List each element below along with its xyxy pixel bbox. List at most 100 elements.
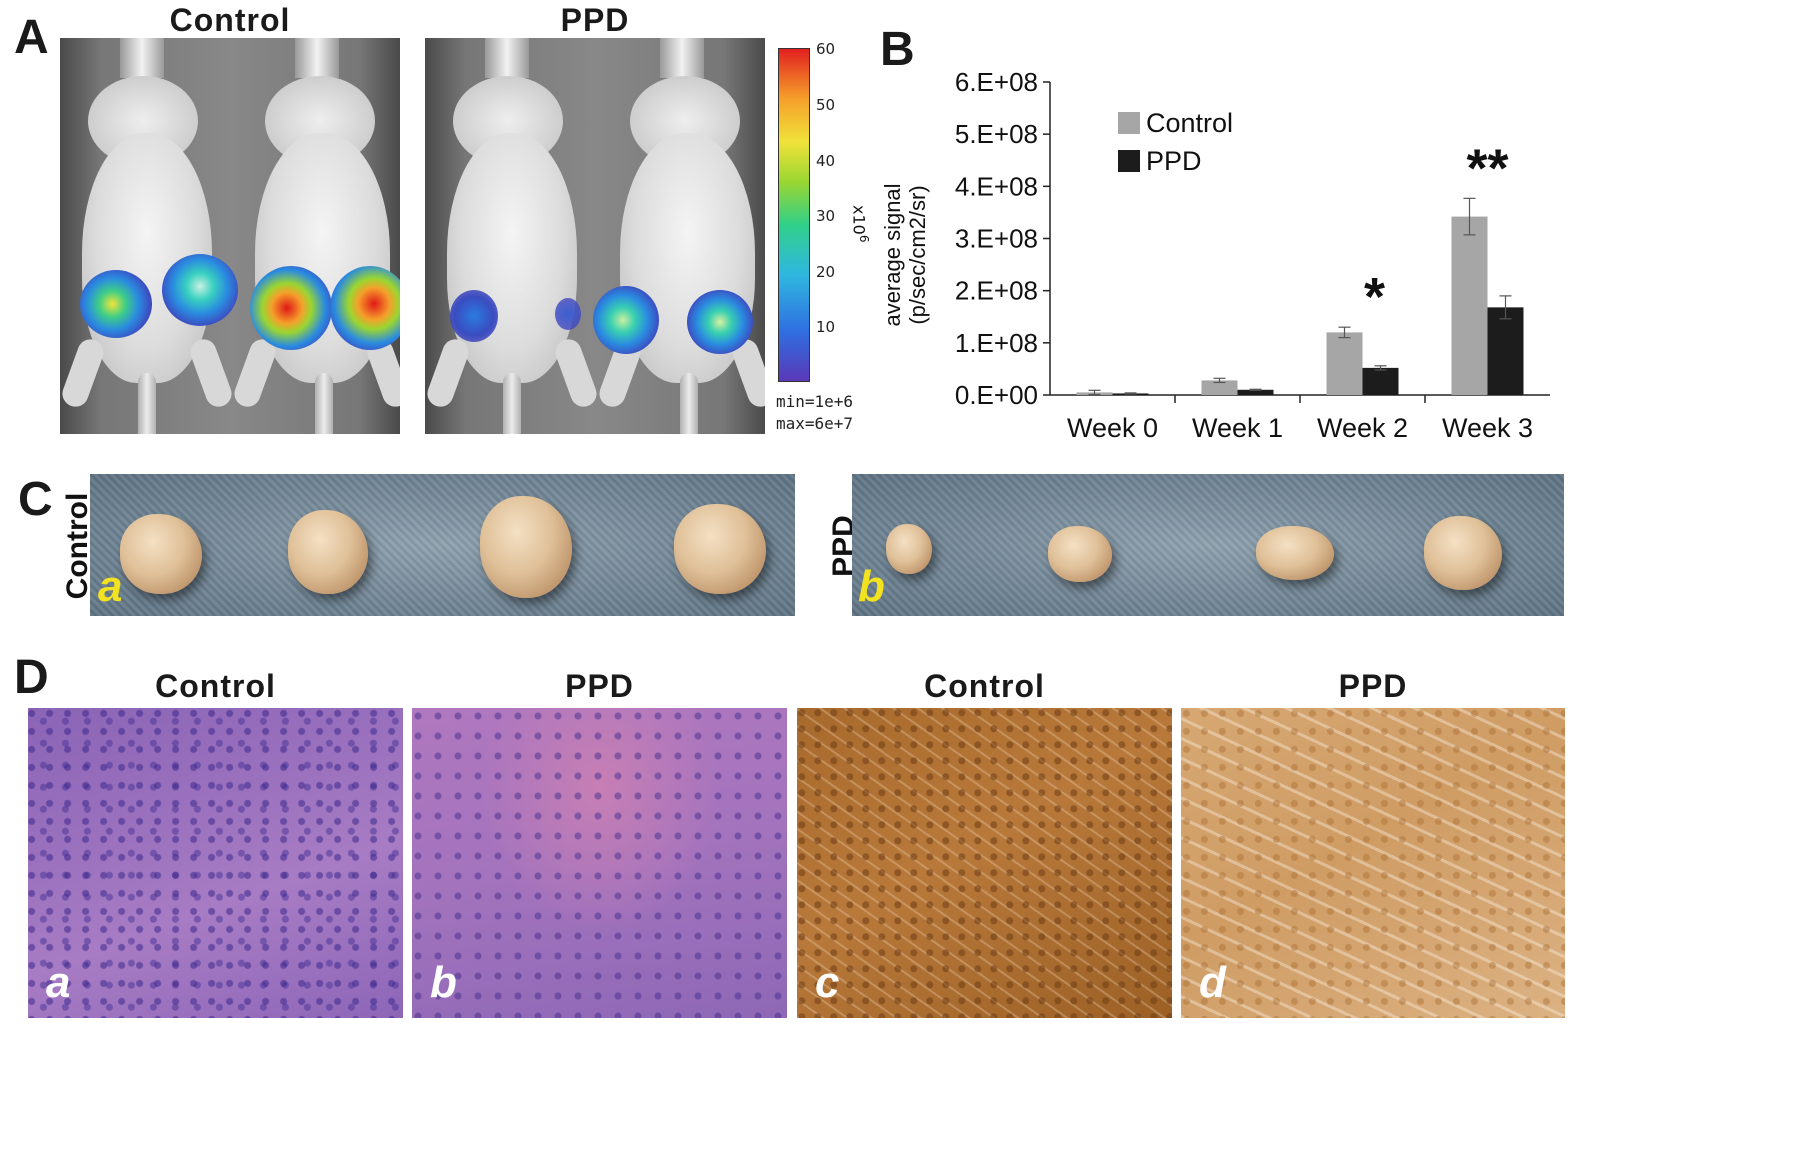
mouse-tail bbox=[138, 373, 156, 434]
colorbar-tick: 30 bbox=[816, 207, 836, 225]
legend-label: PPD bbox=[1146, 146, 1202, 176]
signal-spot bbox=[330, 266, 400, 350]
y-axis-label-line1: average signal bbox=[880, 183, 905, 326]
panel-d-sub-c: c bbox=[815, 958, 840, 1007]
signal-spot bbox=[593, 286, 659, 354]
legend-swatch bbox=[1118, 150, 1140, 172]
mouse-tail bbox=[315, 373, 333, 434]
colorbar-tick: 10 bbox=[816, 318, 836, 336]
mouse-leg bbox=[230, 335, 280, 411]
significance-marker: * bbox=[1364, 267, 1385, 327]
panel-a-title-ppd: PPD bbox=[560, 2, 630, 38]
ppd-ihc-stain-image: d bbox=[1181, 708, 1565, 1018]
error-bar bbox=[1249, 388, 1262, 391]
error-bar bbox=[1213, 377, 1226, 384]
chart-bars bbox=[1076, 197, 1524, 396]
y-axis-label: average signal (p/sec/cm2/sr) bbox=[880, 183, 930, 326]
tumor bbox=[886, 524, 932, 574]
error-bar bbox=[1124, 392, 1137, 395]
panel-d-title-c: Control bbox=[924, 668, 1045, 704]
colorbar-min: min=1e+6 bbox=[776, 392, 854, 411]
control-tumor-photo: a bbox=[90, 474, 795, 616]
control-ihc-stain-image: c bbox=[797, 708, 1172, 1018]
panel-d-letter: D bbox=[14, 651, 49, 704]
y-tick-label: 4.E+08 bbox=[955, 171, 1038, 201]
signal-spot bbox=[555, 298, 581, 330]
panel-c-letter: C bbox=[18, 473, 53, 526]
bar-ppd bbox=[1362, 367, 1399, 395]
panel-b-letter: B bbox=[880, 23, 915, 76]
ppd-bioluminescence-image bbox=[425, 38, 765, 434]
colorbar-unit: x106 bbox=[841, 205, 871, 245]
mouse-leg bbox=[425, 335, 473, 411]
colorbar-tick: 20 bbox=[816, 263, 836, 281]
colorbar-unit-exponent: 6 bbox=[857, 234, 871, 243]
panel-c-sub-b: b bbox=[858, 562, 885, 611]
mouse-leg bbox=[60, 335, 108, 411]
panel-d-sub-b: b bbox=[430, 958, 457, 1007]
y-axis-label-line2: (p/sec/cm2/sr) bbox=[905, 185, 930, 324]
y-tick-label: 6.E+08 bbox=[955, 67, 1038, 97]
chart-legend: Control PPD bbox=[1118, 108, 1233, 176]
mouse-leg bbox=[551, 335, 601, 411]
y-tick-label: 1.E+08 bbox=[955, 328, 1038, 358]
bar-control bbox=[1451, 216, 1488, 395]
signal-spot bbox=[450, 290, 498, 342]
colorbar-tick: 40 bbox=[816, 152, 836, 170]
signal-bar-chart: average signal (p/sec/cm2/sr) 0.E+00 1.E+… bbox=[880, 67, 1550, 443]
mouse-leg bbox=[186, 335, 236, 411]
bar-ppd bbox=[1487, 307, 1524, 395]
y-tick-label: 2.E+08 bbox=[955, 276, 1038, 306]
error-bar bbox=[1338, 326, 1351, 339]
y-tick-label: 5.E+08 bbox=[955, 119, 1038, 149]
significance-marker: ** bbox=[1466, 138, 1508, 198]
colorbar-tick: 60 bbox=[816, 40, 836, 58]
nose-cone bbox=[660, 38, 704, 78]
tumor bbox=[1256, 526, 1334, 580]
ppd-he-stain-image: b bbox=[412, 708, 787, 1018]
x-tick-label: Week 1 bbox=[1192, 413, 1283, 443]
mouse-tail bbox=[680, 373, 698, 434]
colorbar-max: max=6e+7 bbox=[776, 414, 854, 433]
legend-label: Control bbox=[1146, 108, 1233, 138]
tumor bbox=[288, 510, 368, 594]
nose-cone bbox=[120, 38, 164, 78]
panel-d-title-d: PPD bbox=[1338, 668, 1408, 704]
x-tick-label: Week 2 bbox=[1317, 413, 1408, 443]
panel-d-title-a: Control bbox=[155, 668, 276, 704]
error-bar bbox=[1463, 197, 1476, 236]
bar-control bbox=[1201, 380, 1238, 395]
tumor bbox=[1048, 526, 1112, 582]
tumor bbox=[120, 514, 202, 594]
nose-cone bbox=[295, 38, 339, 78]
colorbar-unit-base: x10 bbox=[849, 205, 869, 235]
signal-spot bbox=[162, 254, 238, 326]
ppd-tumor-photo: b bbox=[852, 474, 1564, 616]
mouse-tail bbox=[503, 373, 521, 434]
y-tick-label: 0.E+00 bbox=[955, 380, 1038, 410]
error-bar bbox=[1374, 365, 1387, 371]
tumor bbox=[480, 496, 572, 598]
panel-d-sub-a: a bbox=[46, 958, 71, 1007]
tumor bbox=[674, 504, 766, 594]
x-tick-label: Week 3 bbox=[1442, 413, 1533, 443]
error-bar bbox=[1499, 295, 1512, 320]
panel-a-letter: A bbox=[14, 11, 49, 64]
y-tick-label: 3.E+08 bbox=[955, 224, 1038, 254]
legend-swatch bbox=[1118, 112, 1140, 134]
x-axis-ticks: Week 0 Week 1 Week 2 Week 3 bbox=[1067, 395, 1533, 443]
panel-d-title-b: PPD bbox=[565, 668, 634, 704]
control-he-stain-image: a bbox=[28, 708, 403, 1018]
bar-ppd bbox=[1237, 389, 1274, 395]
significance-annotations: *** bbox=[1364, 138, 1509, 327]
control-bioluminescence-image bbox=[60, 38, 400, 434]
signal-color-bar bbox=[778, 48, 810, 382]
bar-control bbox=[1326, 332, 1363, 395]
panel-d-sub-d: d bbox=[1199, 958, 1226, 1007]
tumor bbox=[1424, 516, 1502, 590]
y-axis-ticks: 0.E+00 1.E+08 2.E+08 3.E+08 4.E+08 5.E+08 6.E+… bbox=[955, 67, 1050, 410]
signal-spot bbox=[80, 270, 152, 338]
signal-spot bbox=[250, 266, 332, 350]
x-tick-label: Week 0 bbox=[1067, 413, 1158, 443]
nose-cone bbox=[485, 38, 529, 78]
